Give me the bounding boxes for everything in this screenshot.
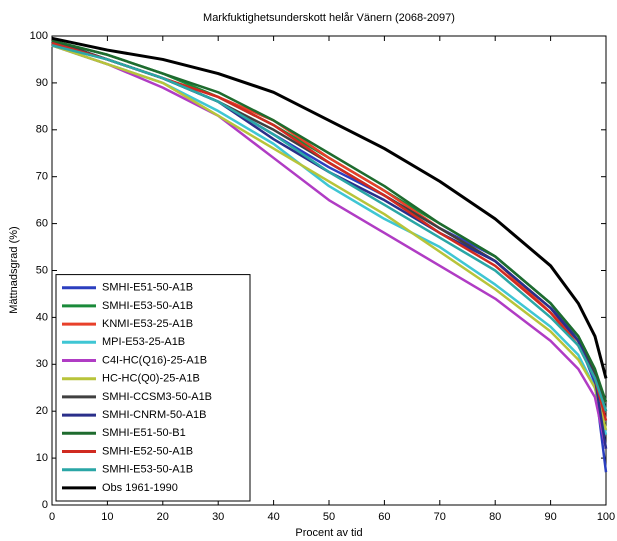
- legend-label: C4I-HC(Q16)-25-A1B: [102, 354, 207, 366]
- legend-label: Obs 1961-1990: [102, 482, 178, 494]
- y-tick-label: 70: [36, 171, 48, 183]
- legend-label: SMHI-CNRM-50-A1B: [102, 409, 207, 421]
- series-line: [51, 39, 608, 403]
- x-tick-label: 30: [212, 511, 224, 523]
- x-tick-label: 80: [489, 511, 501, 523]
- legend-label: SMHI-E51-50-A1B: [102, 282, 193, 294]
- y-tick-label: 0: [42, 499, 48, 511]
- series-line: [51, 36, 608, 379]
- y-tick-label: 10: [36, 452, 48, 464]
- legend-label: MPI-E53-25-A1B: [102, 336, 185, 348]
- x-tick-label: 0: [49, 511, 55, 523]
- x-tick-label: 90: [544, 511, 556, 523]
- x-tick-label: 10: [101, 511, 113, 523]
- y-tick-label: 80: [36, 124, 48, 136]
- legend-label: SMHI-CCSM3-50-A1B: [102, 391, 212, 403]
- series-line: [51, 44, 608, 412]
- y-tick-label: 20: [36, 405, 48, 417]
- series-line: [51, 44, 608, 449]
- x-tick-label: 50: [323, 511, 335, 523]
- chart-title: Markfuktighetsunderskott helår Vänern (2…: [203, 12, 455, 24]
- x-tick-label: 100: [597, 511, 615, 523]
- legend-label: SMHI-E52-50-A1B: [102, 445, 193, 457]
- x-tick-label: 20: [157, 511, 169, 523]
- legend-box: [55, 274, 251, 502]
- y-axis-label: Mättnadsgrad (%): [8, 226, 20, 313]
- series-line: [51, 44, 608, 431]
- x-tick-label: 60: [378, 511, 390, 523]
- y-tick-label: 30: [36, 358, 48, 370]
- y-tick-label: 50: [36, 264, 48, 276]
- legend-label: KNMI-E53-25-A1B: [102, 318, 193, 330]
- x-tick-label: 40: [267, 511, 279, 523]
- legend-label: SMHI-E51-50-B1: [102, 427, 186, 439]
- y-tick-label: 100: [30, 30, 48, 42]
- legend-label: SMHI-E53-50-A1B: [102, 300, 193, 312]
- legend-label: HC-HC(Q0)-25-A1B: [102, 373, 200, 385]
- legend-label: SMHI-E53-50-A1B: [102, 464, 193, 476]
- y-tick-label: 90: [36, 77, 48, 89]
- x-tick-label: 70: [434, 511, 446, 523]
- x-axis-label: Procent av tid: [295, 527, 362, 539]
- y-tick-label: 60: [36, 218, 48, 230]
- y-tick-label: 40: [36, 311, 48, 323]
